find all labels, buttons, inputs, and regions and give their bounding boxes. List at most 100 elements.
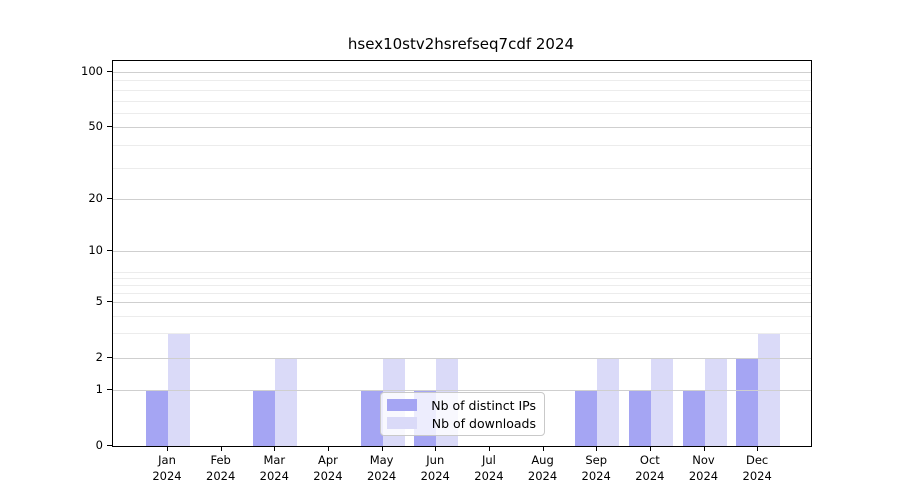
x-tick-label-nov: Nov 2024 (672, 452, 736, 484)
bar-distinct-ips-sep (575, 390, 598, 446)
y-tick-mark-1 (107, 389, 112, 391)
x-tick-mark-oct (649, 446, 652, 451)
x-tick-year: 2024 (581, 469, 611, 483)
x-tick-month: Nov (692, 453, 715, 467)
y-tick-mark-50 (107, 126, 112, 128)
gridline-major-10 (113, 251, 811, 252)
x-tick-year: 2024 (366, 469, 397, 483)
y-tick-label-1: 1 (95, 382, 103, 396)
gridline-minor-8 (113, 278, 811, 279)
x-tick-mark-jun (435, 446, 437, 451)
x-tick-mark-feb (220, 446, 222, 451)
bar-distinct-ips-nov (682, 390, 705, 446)
gridline-major-50 (113, 127, 811, 128)
x-tick-month: Jun (426, 453, 445, 467)
gridline-minor-70 (113, 101, 811, 102)
gridline-minor-30 (113, 168, 811, 169)
x-tick-year: 2024 (420, 469, 450, 483)
y-tick-mark-20 (107, 198, 112, 200)
x-tick-mark-jan (167, 446, 169, 451)
gridline-major-1 (113, 390, 811, 391)
x-tick-label-apr: Apr 2024 (296, 452, 360, 484)
x-tick-mark-nov (703, 446, 705, 451)
x-tick-label-oct: Oct 2024 (618, 452, 682, 484)
y-tick-label-20: 20 (88, 191, 103, 205)
legend: Nb of distinct IPs Nb of downloads (380, 392, 545, 436)
bar-downloads-dec (758, 333, 781, 446)
x-tick-label-sep: Sep 2024 (564, 452, 628, 484)
y-tick-label-5: 5 (95, 294, 103, 308)
gridline-major-100 (113, 72, 811, 73)
bar-distinct-ips-jan (146, 390, 168, 446)
bar-downloads-mar (275, 358, 298, 446)
y-tick-label-0: 0 (95, 438, 103, 452)
x-tick-mark-sep (596, 446, 598, 451)
x-tick-label-mar: Mar 2024 (242, 452, 306, 484)
gridline-minor-7 (113, 285, 811, 286)
x-tick-label-dec: Dec 2024 (725, 452, 789, 484)
gridline-minor-4 (113, 316, 811, 317)
x-tick-mark-dec (757, 446, 759, 451)
bar-downloads-oct (650, 358, 673, 446)
bar-downloads-nov (704, 358, 727, 446)
x-tick-month: Jul (481, 453, 496, 467)
x-tick-label-feb: Feb 2024 (189, 452, 253, 484)
legend-label-downloads: Nb of downloads (431, 415, 536, 431)
gridline-minor-60 (113, 113, 811, 114)
y-tick-mark-5 (107, 301, 112, 303)
gridline-minor-80 (113, 90, 811, 91)
x-tick-year: 2024 (635, 469, 665, 483)
x-tick-year: 2024 (742, 469, 772, 483)
x-tick-year: 2024 (206, 469, 236, 483)
bar-distinct-ips-dec (736, 358, 759, 446)
y-tick-mark-2 (107, 357, 112, 359)
x-tick-month: Oct (639, 453, 660, 467)
y-tick-label-2: 2 (95, 350, 103, 364)
bar-downloads-sep (597, 358, 620, 446)
legend-swatch-downloads (387, 417, 417, 429)
y-tick-label-50: 50 (88, 119, 103, 133)
gridline-major-20 (113, 199, 811, 200)
gridline-minor-9 (113, 272, 811, 273)
x-tick-mark-jul (488, 446, 491, 451)
y-tick-mark-10 (107, 250, 112, 252)
gridline-major-2 (113, 358, 811, 359)
gridline-major-5 (113, 302, 811, 303)
bar-distinct-ips-may (360, 390, 383, 446)
legend-item-downloads: Nb of downloads (387, 416, 536, 431)
x-tick-mark-may (381, 446, 383, 451)
x-tick-month: May (369, 453, 394, 467)
x-tick-year: 2024 (474, 469, 504, 483)
x-tick-mark-mar (274, 446, 276, 451)
x-tick-mark-aug (542, 446, 544, 451)
x-tick-label-aug: Aug 2024 (511, 452, 575, 484)
x-tick-year: 2024 (313, 469, 343, 483)
x-tick-year: 2024 (527, 469, 558, 483)
x-tick-year: 2024 (259, 469, 289, 483)
x-tick-month: Apr (317, 453, 338, 467)
bar-downloads-jan (168, 333, 190, 446)
x-tick-year: 2024 (152, 469, 182, 483)
y-tick-label-10: 10 (88, 243, 103, 257)
x-tick-label-jun: Jun 2024 (403, 452, 467, 484)
gridline-minor-90 (113, 80, 811, 81)
x-tick-month: Aug (531, 453, 554, 467)
y-tick-label-100: 100 (81, 64, 103, 78)
legend-item-distinct-ips: Nb of distinct IPs (387, 398, 536, 413)
legend-swatch-distinct-ips (387, 399, 417, 411)
gridline-minor-40 (113, 145, 811, 146)
bar-distinct-ips-mar (253, 390, 276, 446)
x-tick-month: Feb (210, 453, 231, 467)
gridline-minor-6 (113, 293, 811, 294)
x-tick-month: Mar (263, 453, 286, 467)
gridline-minor-3 (113, 333, 811, 334)
x-tick-label-jan: Jan 2024 (135, 452, 199, 484)
y-tick-mark-0 (107, 445, 112, 447)
x-tick-mark-apr (327, 446, 330, 451)
x-tick-year: 2024 (688, 469, 719, 483)
x-tick-month: Jan (158, 453, 176, 467)
bar-distinct-ips-oct (628, 390, 651, 446)
x-tick-label-may: May 2024 (350, 452, 414, 484)
plot-area (112, 60, 812, 447)
